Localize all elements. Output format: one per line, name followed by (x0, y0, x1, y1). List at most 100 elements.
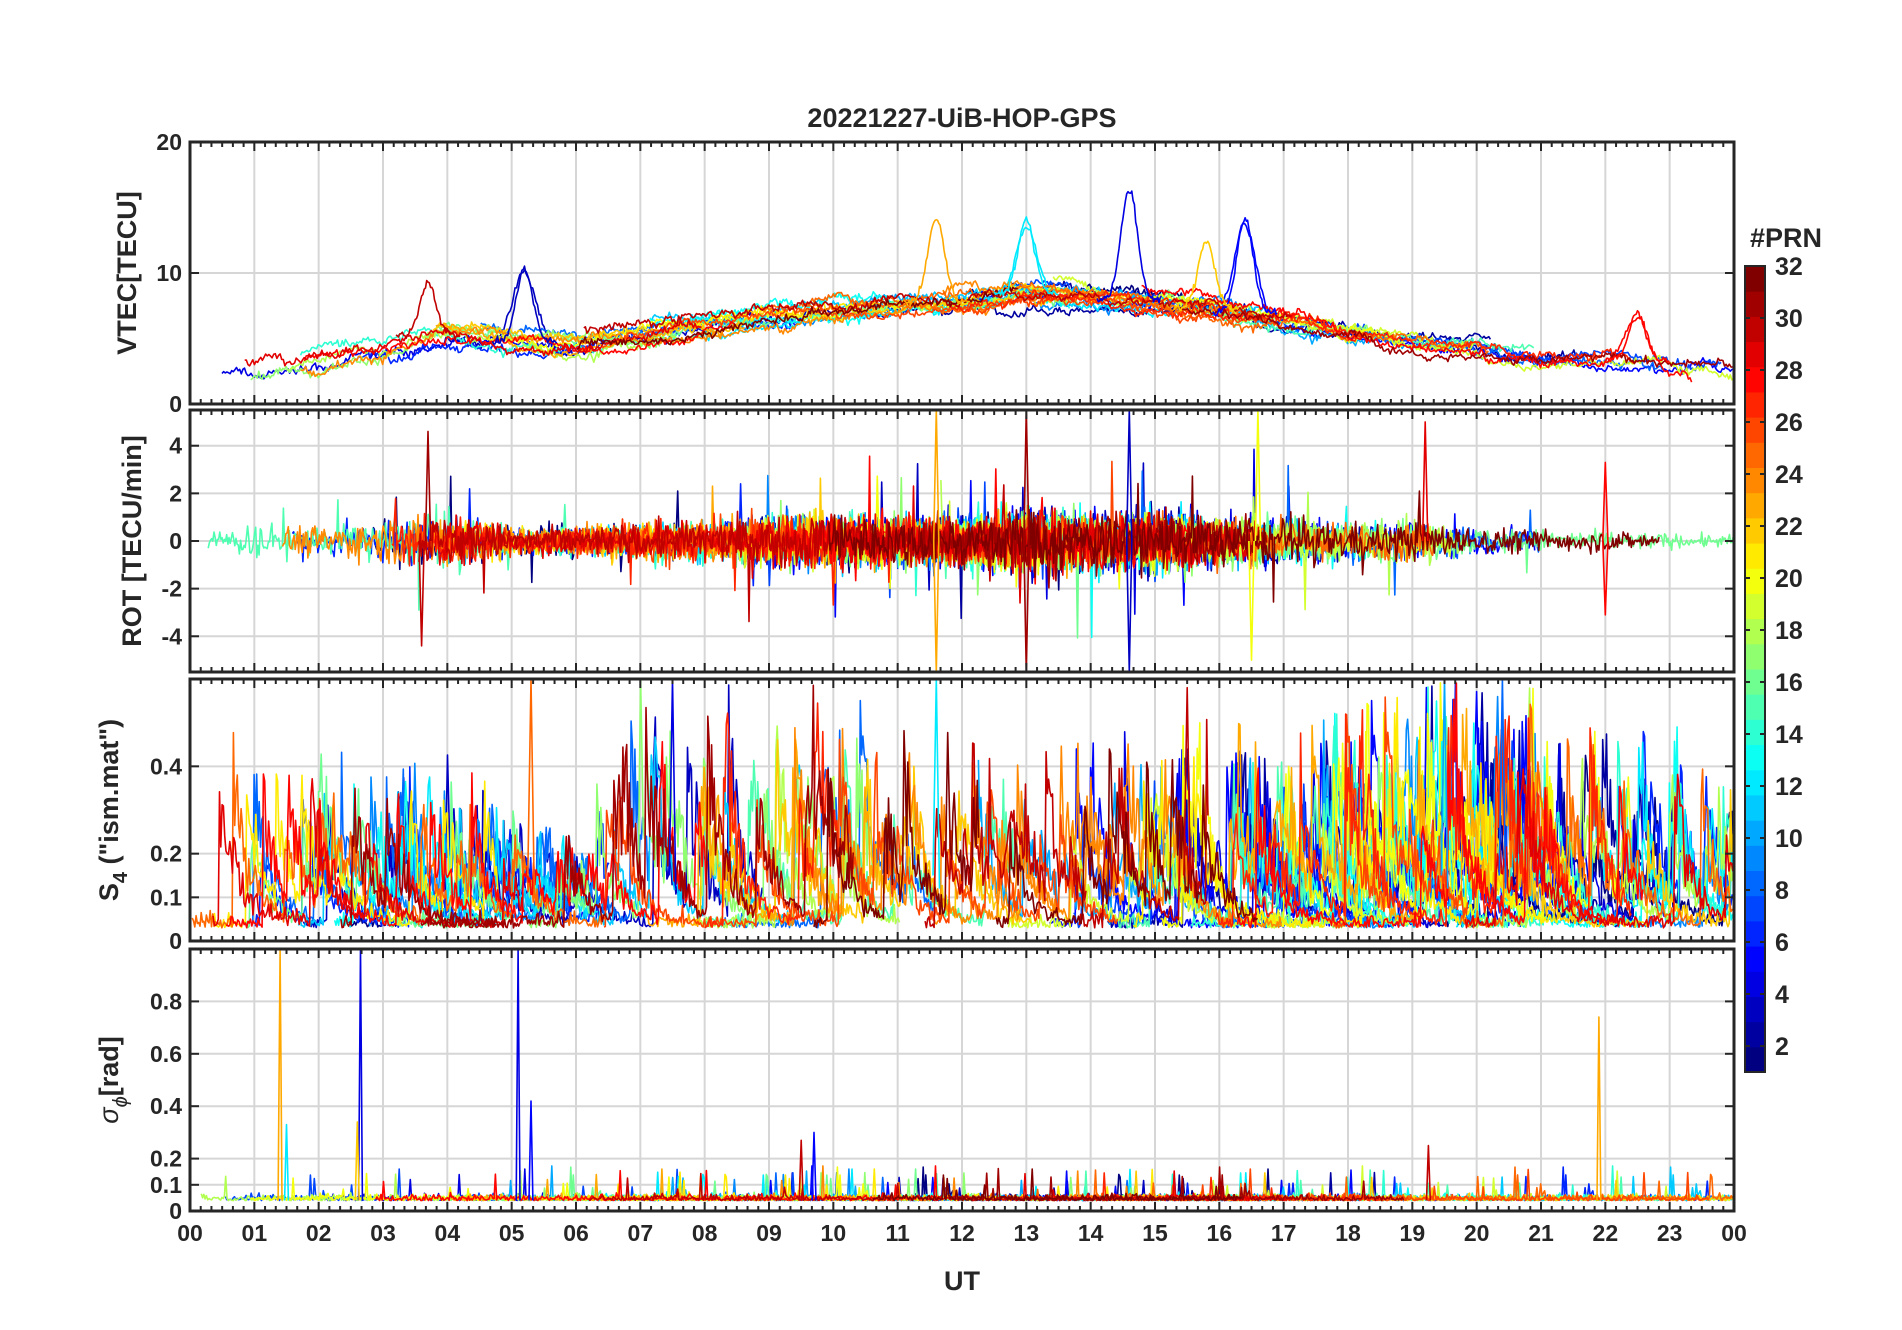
colorbar-level (1745, 442, 1765, 468)
y-tick-label: 0.2 (150, 1146, 182, 1172)
colorbar-tick-label: 4 (1775, 981, 1789, 1009)
s4-ylabel: S4 ("ism.mat") (94, 719, 132, 901)
x-tick-label: 23 (1657, 1220, 1683, 1246)
s4-series-line (386, 781, 591, 929)
colorbar-tick-label: 14 (1775, 721, 1803, 749)
s4-series-line (420, 684, 854, 929)
colorbar-level (1745, 517, 1765, 544)
x-tick-label: 17 (1271, 1220, 1297, 1246)
s4-panel: 0 0.1 0.2 0.4 S4 ("ism.mat") (94, 677, 1736, 954)
vtec-peak (491, 265, 558, 345)
x-tick-label: 16 (1207, 1220, 1233, 1246)
colorbar-tick-label: 12 (1775, 773, 1803, 801)
x-tick-label: 15 (1142, 1220, 1168, 1246)
rot-spike (1602, 461, 1609, 542)
rot-axes: -4 -2 0 2 4 (162, 408, 1736, 674)
s4-axes: 0 0.1 0.2 0.4 (150, 677, 1736, 954)
colorbar-level (1745, 291, 1765, 317)
x-tick-label: 11 (886, 1220, 911, 1246)
s4-series-line (1464, 768, 1734, 929)
colorbar-level (1745, 266, 1765, 292)
y-tick-label: 2 (169, 480, 182, 506)
sigma-phi-spike (283, 1123, 290, 1201)
colorbar-level (1745, 417, 1765, 443)
rot-spike (1023, 410, 1030, 542)
rot-grid (190, 410, 1734, 672)
colorbar-level (1745, 971, 1765, 997)
s4-series-line (340, 787, 497, 929)
x-tick-label: 00 (177, 1220, 203, 1246)
sigma-phi-ylabel: σϕ[rad] (94, 1036, 132, 1123)
s4-series-line (226, 740, 709, 929)
s4-series-line (1214, 709, 1632, 928)
x-tick-label: 18 (1335, 1220, 1361, 1246)
x-tick-label: 22 (1593, 1220, 1619, 1246)
rot-spike (424, 430, 432, 542)
rot-ylabel: ROT [TECU/min] (117, 435, 147, 646)
y-tick-label: -2 (162, 576, 182, 602)
x-tick-label: 13 (1014, 1220, 1040, 1246)
rot-spike (1023, 540, 1030, 672)
sigma-phi-grid (190, 949, 1734, 1211)
sigma-phi-spike (528, 1100, 534, 1201)
colorbar-tick-label: 30 (1775, 305, 1803, 333)
colorbar-level (1745, 492, 1765, 519)
x-tick-label: 01 (242, 1220, 268, 1246)
x-tick-label: 03 (370, 1220, 396, 1246)
sigma-phi-ylabel-sub: ϕ (110, 1096, 132, 1107)
y-tick-label: 0 (169, 928, 182, 954)
y-tick-label: 4 (169, 433, 182, 459)
y-tick-label: 0.1 (150, 884, 182, 910)
colorbar-level (1745, 568, 1765, 594)
rot-series (207, 410, 1734, 672)
colorbar-level (1745, 694, 1765, 720)
x-tick-label: 10 (821, 1220, 847, 1246)
s4-series-line (212, 773, 500, 929)
s4-spike (1498, 679, 1507, 889)
colorbar-level (1745, 744, 1765, 771)
y-tick-label: 20 (156, 129, 182, 155)
sigma-phi-spike (277, 949, 283, 1201)
vtec-peak (993, 216, 1059, 296)
vtec-series-line (1016, 289, 1637, 364)
colorbar-level (1745, 870, 1765, 897)
sigma-phi-spike (354, 1121, 360, 1201)
vtec-peak (1173, 240, 1240, 313)
colorbar-tick-label: 8 (1775, 877, 1789, 905)
s4-spike (668, 679, 677, 889)
rot-spike (1125, 540, 1133, 672)
colorbar-tick-label: 10 (1775, 825, 1803, 853)
vtec-peak (1604, 309, 1671, 364)
colorbar-level (1745, 946, 1765, 972)
colorbar-tick-label: 20 (1775, 565, 1803, 593)
s4-series-line (933, 745, 1136, 925)
s4-series-line (191, 731, 608, 929)
colorbar-tick-label: 32 (1775, 253, 1803, 281)
colorbar-tick-label: 26 (1775, 409, 1803, 437)
s4-series (191, 679, 1734, 929)
s4-series-line (691, 739, 1032, 926)
x-tick-label: 14 (1078, 1220, 1104, 1246)
x-tick-label: 06 (563, 1220, 589, 1246)
sigma-phi-ylabel-main: σ (94, 1106, 124, 1124)
rot-spike (932, 540, 940, 672)
colorbar-level (1745, 1021, 1765, 1048)
s4-series-line (1236, 682, 1644, 929)
vtec-peak (903, 218, 969, 306)
y-tick-label: 0.6 (150, 1041, 182, 1067)
colorbar-level (1745, 895, 1765, 922)
colorbar-level (1745, 769, 1765, 796)
s4-series-line (703, 702, 839, 929)
vtec-series-line (250, 324, 680, 381)
rot-spike (932, 410, 940, 542)
vtec-peak (1212, 217, 1278, 317)
y-tick-label: 10 (156, 260, 182, 286)
colorbar-tick-label: 16 (1775, 669, 1803, 697)
rot-spike (1248, 540, 1255, 661)
colorbar-level (1745, 366, 1765, 393)
s4-ylabel-sub: 4 (110, 871, 132, 883)
rot-panel: -4 -2 0 2 4 ROT [TECU/min] (117, 408, 1736, 674)
colorbar-tick-label: 6 (1775, 929, 1789, 957)
colorbar-level (1745, 316, 1765, 343)
x-tick-label: 20 (1464, 1220, 1490, 1246)
